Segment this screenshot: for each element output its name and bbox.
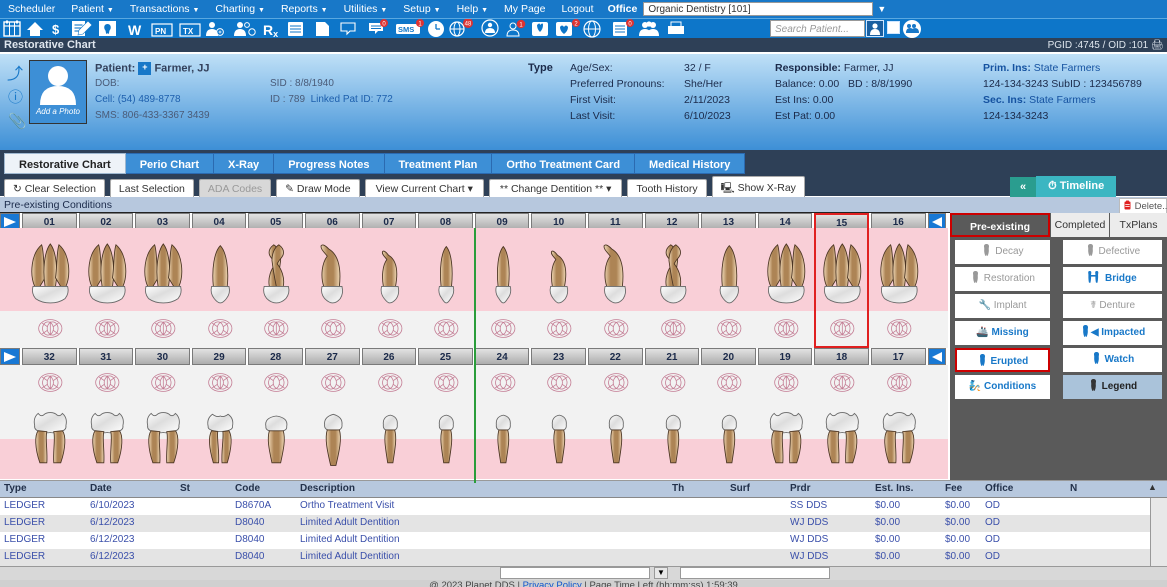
svg-text:48: 48 — [465, 22, 472, 28]
svg-text:W: W — [128, 22, 142, 38]
svg-text:$: $ — [52, 22, 60, 37]
svg-text:PN: PN — [155, 27, 166, 36]
svg-text:Rx: Rx — [263, 22, 278, 38]
svg-text:SMS: SMS — [398, 25, 414, 34]
svg-text:TX: TX — [183, 27, 194, 36]
